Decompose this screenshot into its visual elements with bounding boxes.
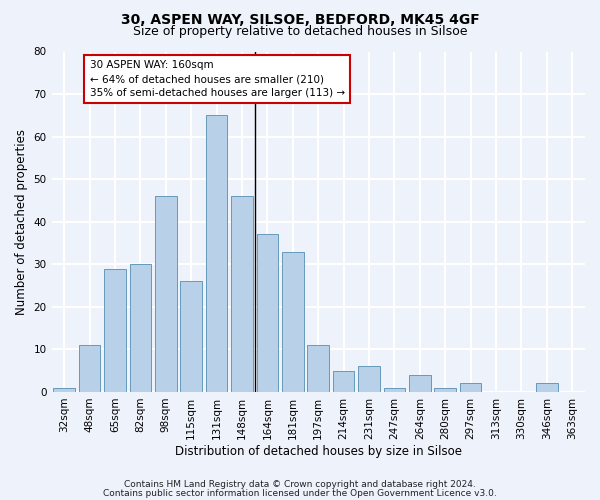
Bar: [155, 196, 176, 392]
Bar: [257, 234, 278, 392]
Text: Contains HM Land Registry data © Crown copyright and database right 2024.: Contains HM Land Registry data © Crown c…: [124, 480, 476, 489]
Bar: [181, 282, 202, 392]
Bar: [307, 345, 329, 392]
Text: 30 ASPEN WAY: 160sqm
← 64% of detached houses are smaller (210)
35% of semi-deta: 30 ASPEN WAY: 160sqm ← 64% of detached h…: [89, 60, 345, 98]
Text: Contains public sector information licensed under the Open Government Licence v3: Contains public sector information licen…: [103, 488, 497, 498]
Y-axis label: Number of detached properties: Number of detached properties: [15, 128, 28, 314]
Bar: [206, 116, 227, 392]
Bar: [333, 370, 355, 392]
Bar: [104, 268, 126, 392]
X-axis label: Distribution of detached houses by size in Silsoe: Distribution of detached houses by size …: [175, 444, 462, 458]
Bar: [130, 264, 151, 392]
Bar: [536, 384, 557, 392]
Bar: [434, 388, 456, 392]
Bar: [358, 366, 380, 392]
Bar: [53, 388, 75, 392]
Bar: [409, 375, 431, 392]
Bar: [460, 384, 481, 392]
Bar: [231, 196, 253, 392]
Text: Size of property relative to detached houses in Silsoe: Size of property relative to detached ho…: [133, 25, 467, 38]
Bar: [79, 345, 100, 392]
Bar: [383, 388, 405, 392]
Bar: [282, 252, 304, 392]
Text: 30, ASPEN WAY, SILSOE, BEDFORD, MK45 4GF: 30, ASPEN WAY, SILSOE, BEDFORD, MK45 4GF: [121, 12, 479, 26]
